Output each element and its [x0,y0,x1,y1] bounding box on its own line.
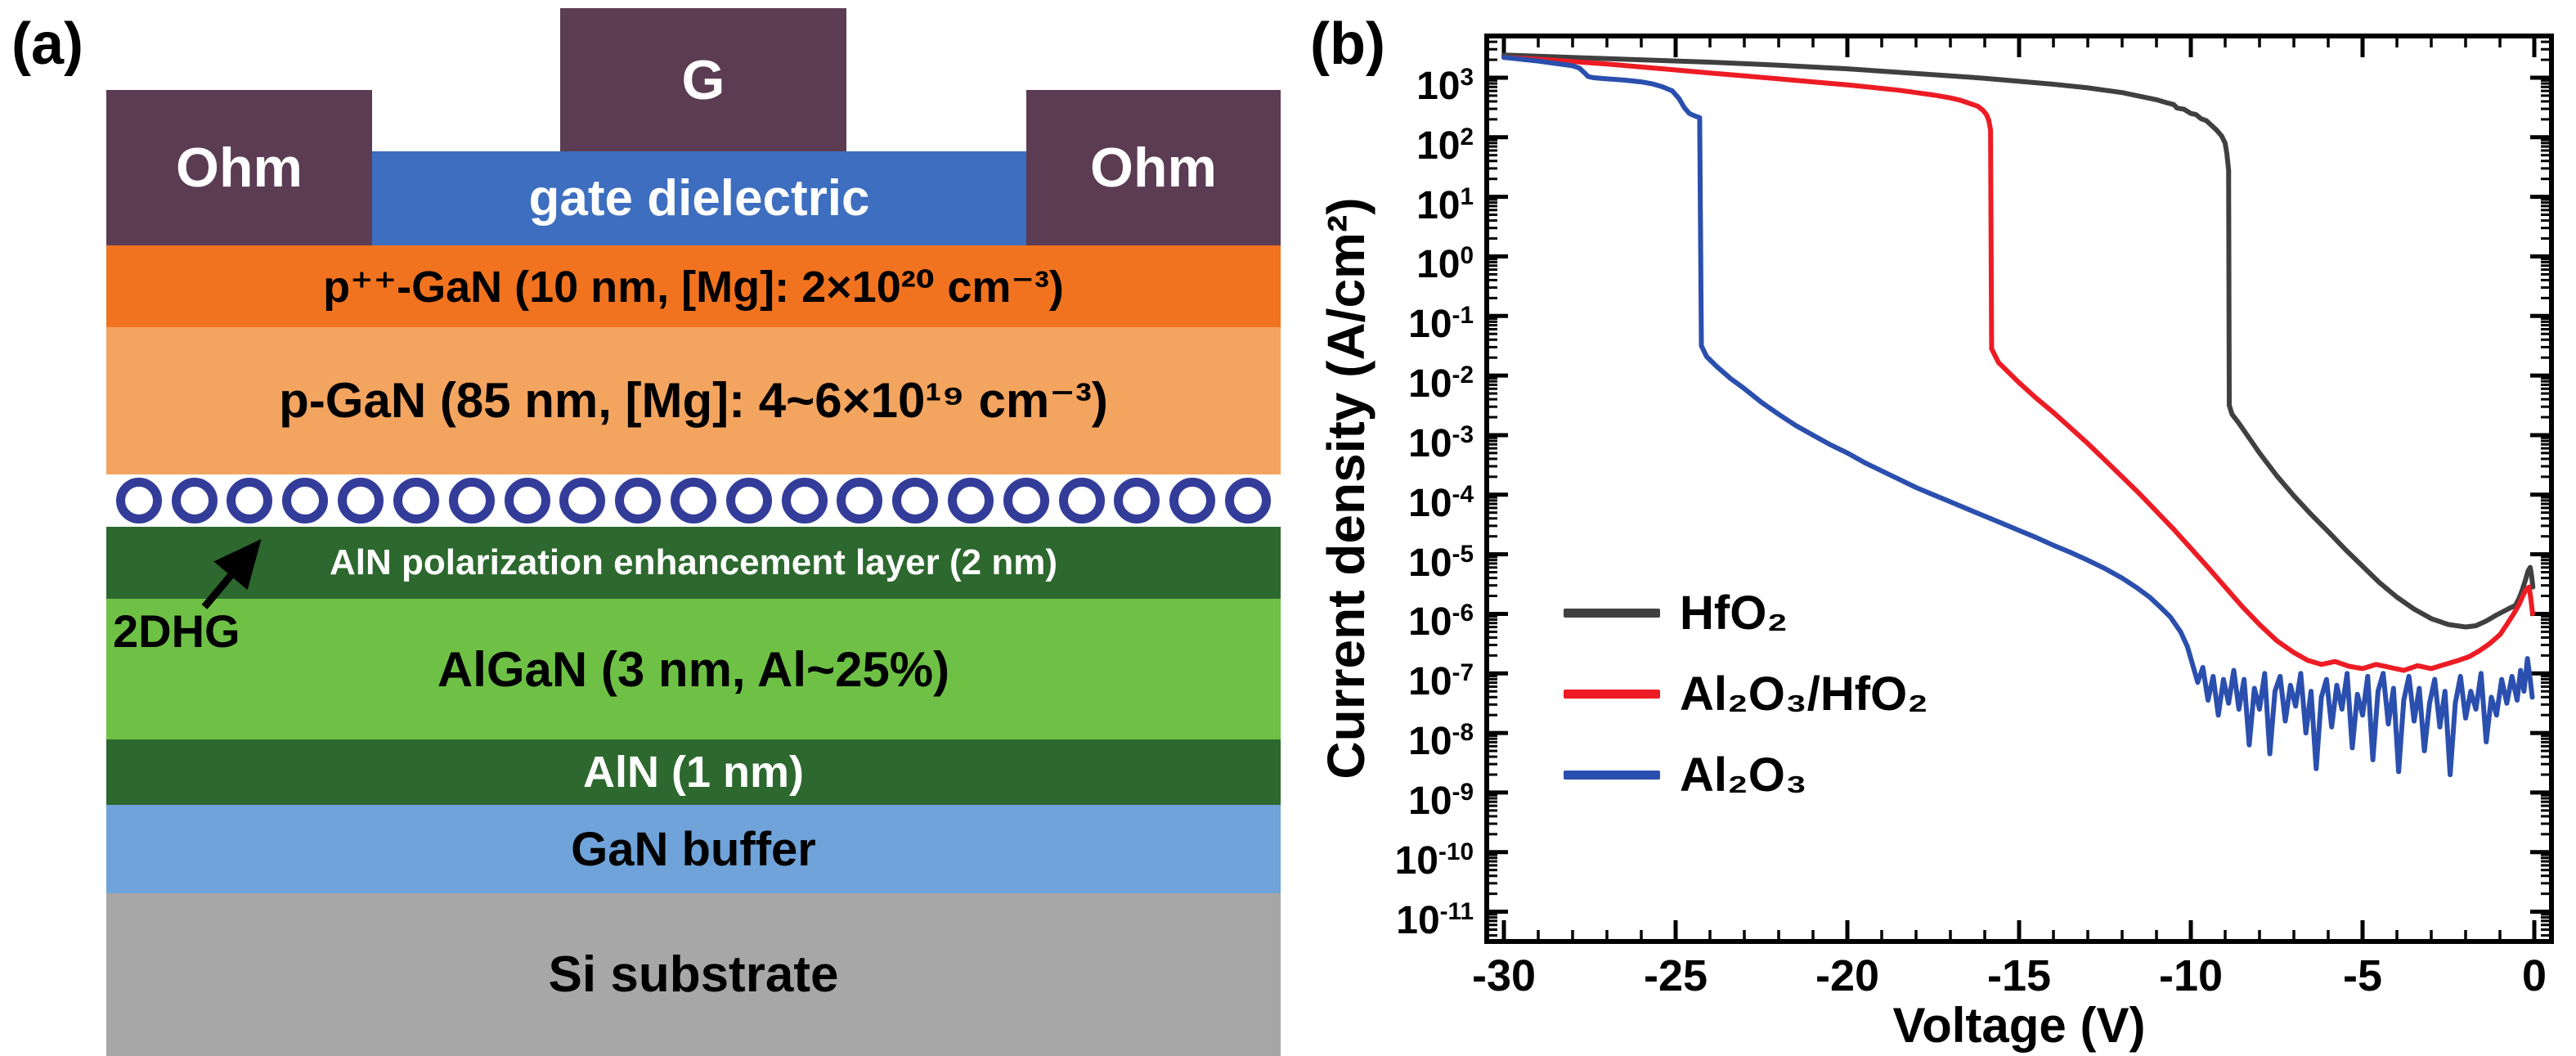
layer-si-substrate: Si substrate [106,893,1281,1056]
2dhg-circle [115,478,162,524]
legend-line-swatch [1564,690,1660,699]
legend: HfO₂ Al₂O₃/HfO₂ Al₂O₃ [1564,573,1928,816]
y-tick-label: 103 [1416,63,1474,108]
x-axis-ticks [1501,36,2537,941]
y-axis-title: Current density (A/cm²) [1317,197,1376,780]
x-axis-title: Voltage (V) [1892,998,2146,1053]
2dhg-circle [171,478,218,524]
y-tick-label: 10-4 [1408,480,1474,525]
2dhg-circle [670,478,716,524]
legend-entry-al2o3: Al₂O₃ [1564,735,1928,816]
2dhg-circle [615,478,662,524]
2dhg-circle [338,478,384,524]
2dhg-circle [948,478,994,524]
gate-contact: G [560,8,846,151]
y-tick-label: 10-5 [1408,540,1474,585]
2dhg-hole-gas-strip [106,474,1281,527]
y-tick-label: 10-3 [1408,420,1474,465]
y-tick-label: 10-2 [1408,362,1474,407]
2dhg-circle [781,478,828,524]
ohmic-contact-right: Ohm [1026,90,1281,245]
y-tick-label: 10-7 [1408,659,1474,704]
y-tick-label: 102 [1416,123,1474,168]
x-tick-label: 0 [2521,951,2547,1000]
x-tick-label: -30 [1471,951,1537,1000]
curve-hfo2 [1501,52,2536,630]
2dhg-circle [1003,478,1049,524]
y-axis-ticks [1487,34,2551,937]
legend-line-swatch [1564,771,1660,780]
legend-label: HfO₂ [1680,586,1788,640]
2dhg-circle [504,478,550,524]
2dhg-circle [725,478,772,524]
x-tick-label: -15 [1986,951,2052,1000]
ohmic-contact-left: Ohm [106,90,372,245]
gate-dielectric-layer: gate dielectric [372,151,1026,245]
layer-aln: AlN (1 nm) [106,739,1281,805]
x-tick-label: -25 [1643,951,1708,1000]
2dhg-circle [1169,478,1216,524]
2dhg-circle [227,478,273,524]
2dhg-circle [837,478,883,524]
layer-algan: AlGaN (3 nm, Al~25%) [106,599,1281,739]
2dhg-circle [1058,478,1105,524]
layer-aln-polarization: AlN polarization enhancement layer (2 nm… [106,527,1281,599]
y-tick-label: 10-1 [1408,302,1474,347]
y-tick-label: 10-6 [1408,600,1474,645]
panel-a-label: (a) [11,11,83,77]
2dhg-circle [282,478,329,524]
legend-label: Al₂O₃/HfO₂ [1680,667,1928,721]
y-tick-label: 10-9 [1408,778,1474,823]
legend-line-swatch [1564,609,1660,618]
layer-gan-buffer: GaN buffer [106,805,1281,893]
curve-al2o3 [1501,55,2535,778]
2dhg-circle [1114,478,1160,524]
y-tick-label: 10-8 [1408,719,1474,764]
legend-entry-al2o3-hfo2: Al₂O₃/HfO₂ [1564,654,1928,735]
y-tick-label: 100 [1416,242,1474,287]
data-curves [1501,52,2536,778]
layer-p-gan: p-GaN (85 nm, [Mg]: 4~6×10¹⁹ cm⁻³) [106,327,1281,474]
legend-entry-hfo2: HfO₂ [1564,573,1928,654]
panel-b-label: (b) [1310,11,1385,77]
plot-canvas [1484,34,2554,944]
legend-label: Al₂O₃ [1680,748,1807,802]
y-tick-label: 10-11 [1396,897,1474,942]
panel-b-iv-chart: (b) 103 102 101 100 10-1 10-2 10-3 10-4 10-5 10-6… [1292,0,2576,1056]
2dhg-circle [393,478,439,524]
panel-a-device-diagram: (a) G Ohm Ohm gate dielectric p⁺⁺-GaN (1… [11,8,1281,1056]
2dhg-circle [1225,478,1272,524]
y-tick-label: 10-10 [1394,838,1474,883]
2dhg-circle [559,478,606,524]
2dhg-circle [448,478,495,524]
twodhg-annotation: 2DHG [113,605,240,657]
curve-al2o3-hfo2 [1501,55,2535,673]
x-tick-label: -10 [2158,951,2224,1000]
x-tick-label: -5 [2342,951,2382,1000]
x-tick-label: -20 [1815,951,1880,1000]
layer-p-plus-plus-gan: p⁺⁺-GaN (10 nm, [Mg]: 2×10²⁰ cm⁻³) [106,245,1281,327]
y-tick-label: 101 [1416,182,1474,227]
2dhg-circle [892,478,939,524]
